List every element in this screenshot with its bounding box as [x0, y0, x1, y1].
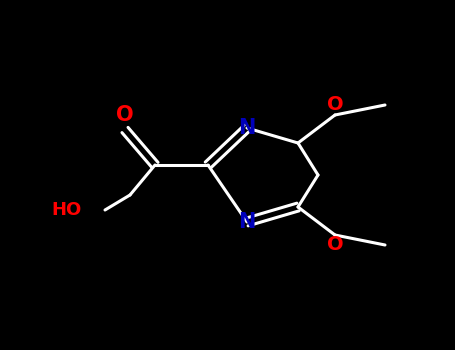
Text: O: O — [327, 236, 344, 254]
Text: HO: HO — [52, 201, 82, 219]
Text: O: O — [116, 105, 134, 125]
Text: O: O — [327, 96, 344, 114]
Text: N: N — [238, 118, 256, 138]
Text: N: N — [238, 212, 256, 232]
